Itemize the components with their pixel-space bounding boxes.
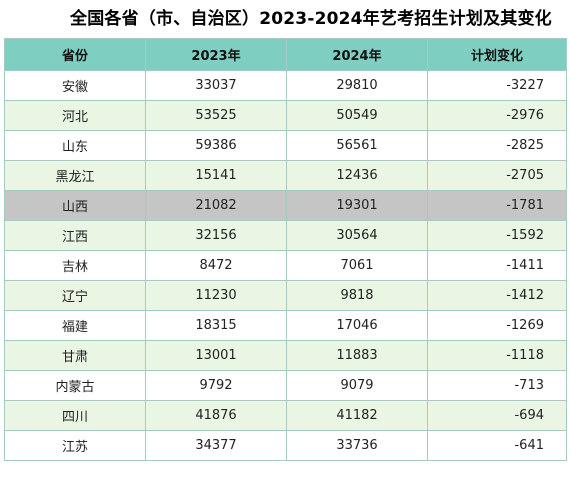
province-cell: 山西 (4, 190, 146, 221)
value-2024-cell: 9079 (286, 370, 428, 401)
header-2023: 2023年 (145, 38, 287, 71)
table-row: 河北 53525 50549 -2976 (4, 100, 567, 131)
table-row: 辽宁 11230 9818 -1412 (4, 280, 567, 311)
value-2024-cell: 7061 (286, 250, 428, 281)
table-row: 内蒙古 9792 9079 -713 (4, 370, 567, 401)
change-cell: -2976 (427, 100, 567, 131)
province-cell: 河北 (4, 100, 146, 131)
table-row: 黑龙江 15141 12436 -2705 (4, 160, 567, 191)
table-row: 吉林 8472 7061 -1411 (4, 250, 567, 281)
value-2024-cell: 17046 (286, 310, 428, 341)
province-cell: 内蒙古 (4, 370, 146, 401)
table-row: 甘肃 13001 11883 -1118 (4, 340, 567, 371)
change-cell: -1269 (427, 310, 567, 341)
value-2024-cell: 19301 (286, 190, 428, 221)
value-2023-cell: 21082 (145, 190, 287, 221)
value-2023-cell: 32156 (145, 220, 287, 251)
value-2023-cell: 15141 (145, 160, 287, 191)
change-cell: -694 (427, 400, 567, 431)
value-2023-cell: 34377 (145, 430, 287, 461)
table-row: 四川 41876 41182 -694 (4, 400, 567, 431)
value-2023-cell: 59386 (145, 130, 287, 161)
value-2024-cell: 29810 (286, 70, 428, 101)
province-cell: 吉林 (4, 250, 146, 281)
table-header: 省份 2023年 2024年 计划变化 (4, 38, 567, 71)
data-table: 省份 2023年 2024年 计划变化 安徽 33037 29810 -3227 河北 5… (4, 38, 567, 461)
header-row: 省份 2023年 2024年 计划变化 (4, 38, 567, 71)
value-2023-cell: 13001 (145, 340, 287, 371)
province-cell: 辽宁 (4, 280, 146, 311)
change-cell: -1592 (427, 220, 567, 251)
table-row: 山东 59386 56561 -2825 (4, 130, 567, 161)
change-cell: -713 (427, 370, 567, 401)
value-2024-cell: 56561 (286, 130, 428, 161)
value-2024-cell: 30564 (286, 220, 428, 251)
table-row: 山西 21082 19301 -1781 (4, 190, 567, 221)
value-2023-cell: 53525 (145, 100, 287, 131)
change-cell: -3227 (427, 70, 567, 101)
value-2024-cell: 11883 (286, 340, 428, 371)
value-2024-cell: 12436 (286, 160, 428, 191)
table-row: 江西 32156 30564 -1592 (4, 220, 567, 251)
value-2023-cell: 9792 (145, 370, 287, 401)
value-2023-cell: 8472 (145, 250, 287, 281)
table-body: 安徽 33037 29810 -3227 河北 53525 50549 -2976 山东 5938… (4, 70, 567, 461)
value-2024-cell: 33736 (286, 430, 428, 461)
value-2023-cell: 33037 (145, 70, 287, 101)
province-cell: 山东 (4, 130, 146, 161)
change-cell: -2825 (427, 130, 567, 161)
value-2023-cell: 41876 (145, 400, 287, 431)
change-cell: -2705 (427, 160, 567, 191)
table-row: 福建 18315 17046 -1269 (4, 310, 567, 341)
header-province: 省份 (4, 38, 146, 71)
value-2023-cell: 11230 (145, 280, 287, 311)
page-title: 全国各省（市、自治区）2023-2024年艺考招生计划及其变化 (70, 9, 552, 29)
province-cell: 四川 (4, 400, 146, 431)
value-2024-cell: 41182 (286, 400, 428, 431)
province-cell: 福建 (4, 310, 146, 341)
province-cell: 江西 (4, 220, 146, 251)
header-2024: 2024年 (286, 38, 428, 71)
change-cell: -1118 (427, 340, 567, 371)
change-cell: -1411 (427, 250, 567, 281)
province-cell: 甘肃 (4, 340, 146, 371)
change-cell: -641 (427, 430, 567, 461)
header-change: 计划变化 (427, 38, 567, 71)
table-row: 江苏 34377 33736 -641 (4, 430, 567, 461)
value-2024-cell: 50549 (286, 100, 428, 131)
table-row: 安徽 33037 29810 -3227 (4, 70, 567, 101)
province-cell: 黑龙江 (4, 160, 146, 191)
province-cell: 江苏 (4, 430, 146, 461)
change-cell: -1412 (427, 280, 567, 311)
value-2023-cell: 18315 (145, 310, 287, 341)
province-cell: 安徽 (4, 70, 146, 101)
value-2024-cell: 9818 (286, 280, 428, 311)
change-cell: -1781 (427, 190, 567, 221)
